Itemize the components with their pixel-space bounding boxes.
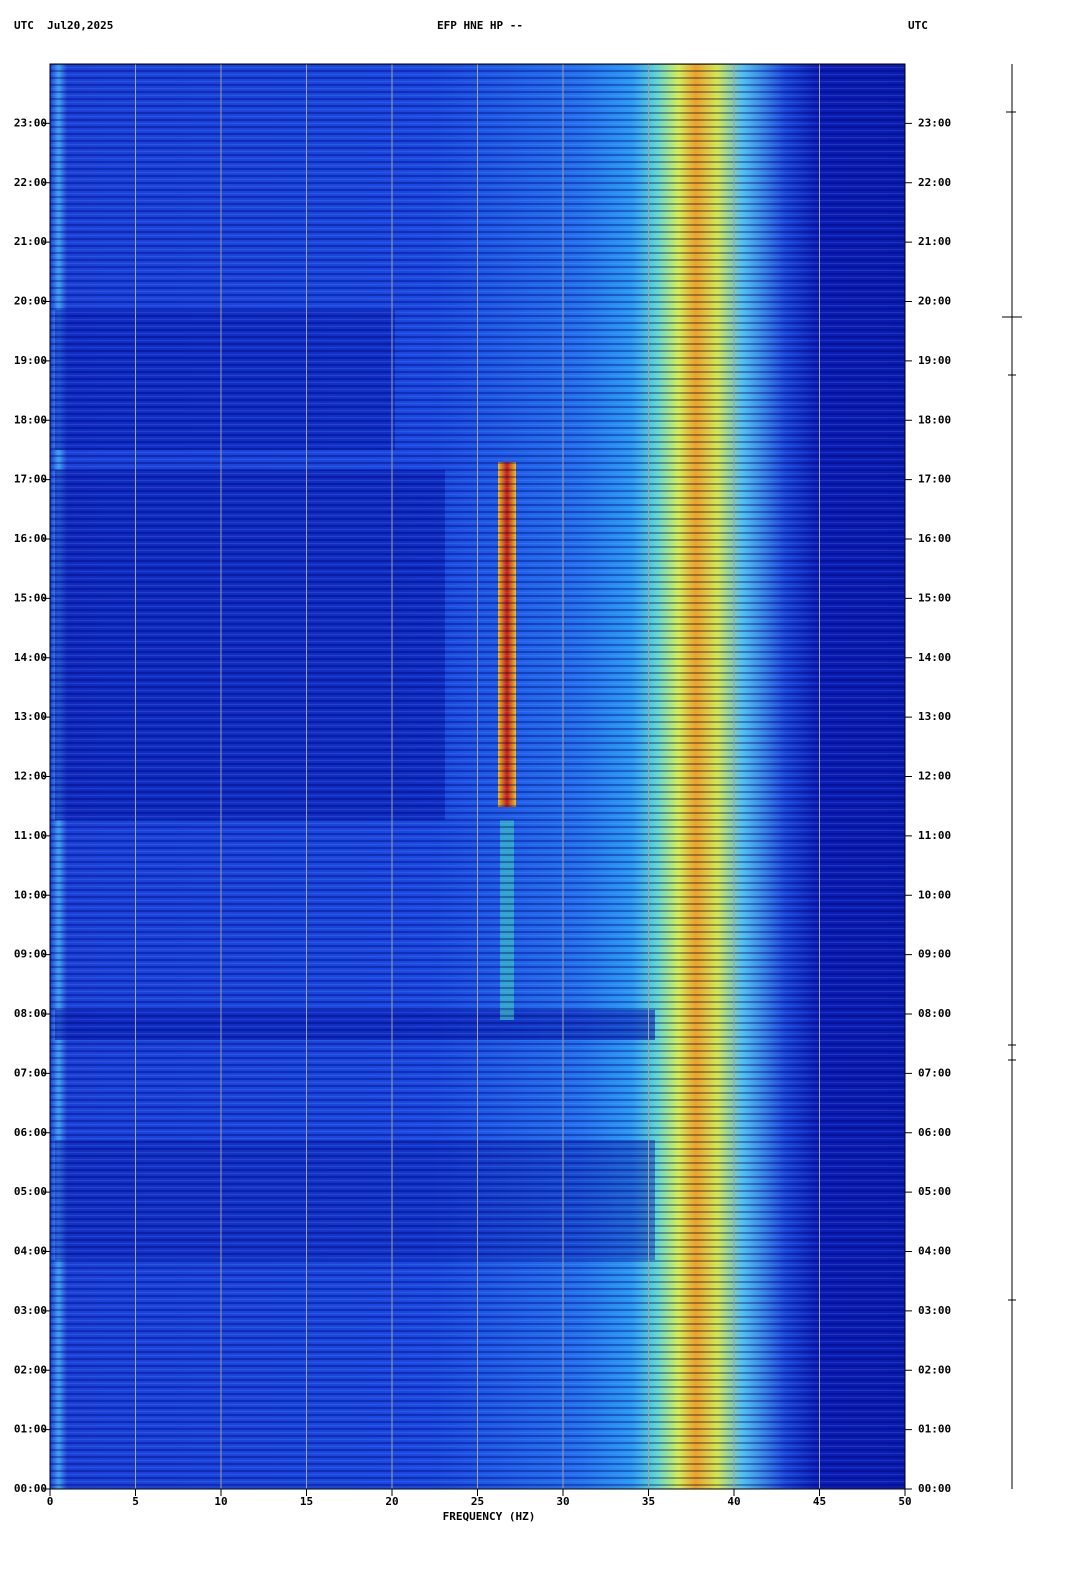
y2-tick-label: 08:00 (918, 1007, 951, 1020)
x-tick-label: 25 (471, 1495, 484, 1508)
x-tick-label: 20 (385, 1495, 398, 1508)
y-tick-label: 06:00 (14, 1126, 47, 1139)
y-tick-label: 11:00 (14, 829, 47, 842)
y2-tick-label: 05:00 (918, 1185, 951, 1198)
x-axis-label: FREQUENCY (HZ) (443, 1510, 536, 1523)
y2-tick-label: 20:00 (918, 295, 951, 308)
seismic-trace (1002, 64, 1022, 1489)
y-tick-label: 13:00 (14, 710, 47, 723)
y2-axis-label: UTC (908, 19, 928, 32)
y-tick-label: 00:00 (14, 1482, 47, 1495)
y2-tick-label: 16:00 (918, 532, 951, 545)
y2-tick-label: 09:00 (918, 948, 951, 961)
y-tick-label: 02:00 (14, 1363, 47, 1376)
y2-tick-label: 18:00 (918, 413, 951, 426)
date-label: UTC Jul20,2025 (14, 19, 113, 32)
y2-tick-label: 17:00 (918, 473, 951, 486)
x-tick-label: 50 (898, 1495, 911, 1508)
x-tick-label: 35 (642, 1495, 655, 1508)
y-tick-label: 07:00 (14, 1066, 47, 1079)
x-tick-label: 0 (47, 1495, 54, 1508)
plot-frame (49, 63, 906, 1490)
y-tick-label: 05:00 (14, 1185, 47, 1198)
y2-tick-label: 11:00 (918, 829, 951, 842)
y-tick-label: 17:00 (14, 473, 47, 486)
y-tick-label: 21:00 (14, 235, 47, 248)
y2-tick-label: 00:00 (918, 1482, 951, 1495)
x-tick-label: 40 (727, 1495, 740, 1508)
chart-title: EFP HNE HP -- (437, 19, 523, 32)
y-tick-label: 10:00 (14, 888, 47, 901)
y2-tick-label: 07:00 (918, 1066, 951, 1079)
x-tick-label: 15 (300, 1495, 313, 1508)
y2-tick-label: 13:00 (918, 710, 951, 723)
y2-tick-label: 14:00 (918, 651, 951, 664)
y-tick-label: 04:00 (14, 1245, 47, 1258)
y-tick-label: 03:00 (14, 1304, 47, 1317)
y-tick-label: 18:00 (14, 413, 47, 426)
x-tick-label: 5 (132, 1495, 139, 1508)
y2-tick-label: 03:00 (918, 1304, 951, 1317)
y-tick-label: 16:00 (14, 532, 47, 545)
x-tick-label: 30 (556, 1495, 569, 1508)
y-tick-label: 20:00 (14, 295, 47, 308)
x-tick-label: 10 (214, 1495, 227, 1508)
y2-tick-label: 23:00 (918, 116, 951, 129)
y2-tick-label: 02:00 (918, 1363, 951, 1376)
y2-tick-label: 06:00 (918, 1126, 951, 1139)
y2-tick-label: 12:00 (918, 770, 951, 783)
x-tick-label: 45 (813, 1495, 826, 1508)
y-tick-label: 09:00 (14, 948, 47, 961)
y2-tick-label: 19:00 (918, 354, 951, 367)
y2-tick-label: 15:00 (918, 591, 951, 604)
y-tick-label: 12:00 (14, 770, 47, 783)
y-tick-label: 22:00 (14, 176, 47, 189)
y2-tick-label: 21:00 (918, 235, 951, 248)
y-tick-label: 14:00 (14, 651, 47, 664)
y2-tick-label: 04:00 (918, 1245, 951, 1258)
y-tick-label: 23:00 (14, 116, 47, 129)
y2-tick-label: 22:00 (918, 176, 951, 189)
y2-tick-label: 01:00 (918, 1423, 951, 1436)
y-tick-label: 15:00 (14, 591, 47, 604)
y-tick-label: 01:00 (14, 1423, 47, 1436)
y2-tick-label: 10:00 (918, 888, 951, 901)
y-tick-label: 08:00 (14, 1007, 47, 1020)
y-tick-label: 19:00 (14, 354, 47, 367)
